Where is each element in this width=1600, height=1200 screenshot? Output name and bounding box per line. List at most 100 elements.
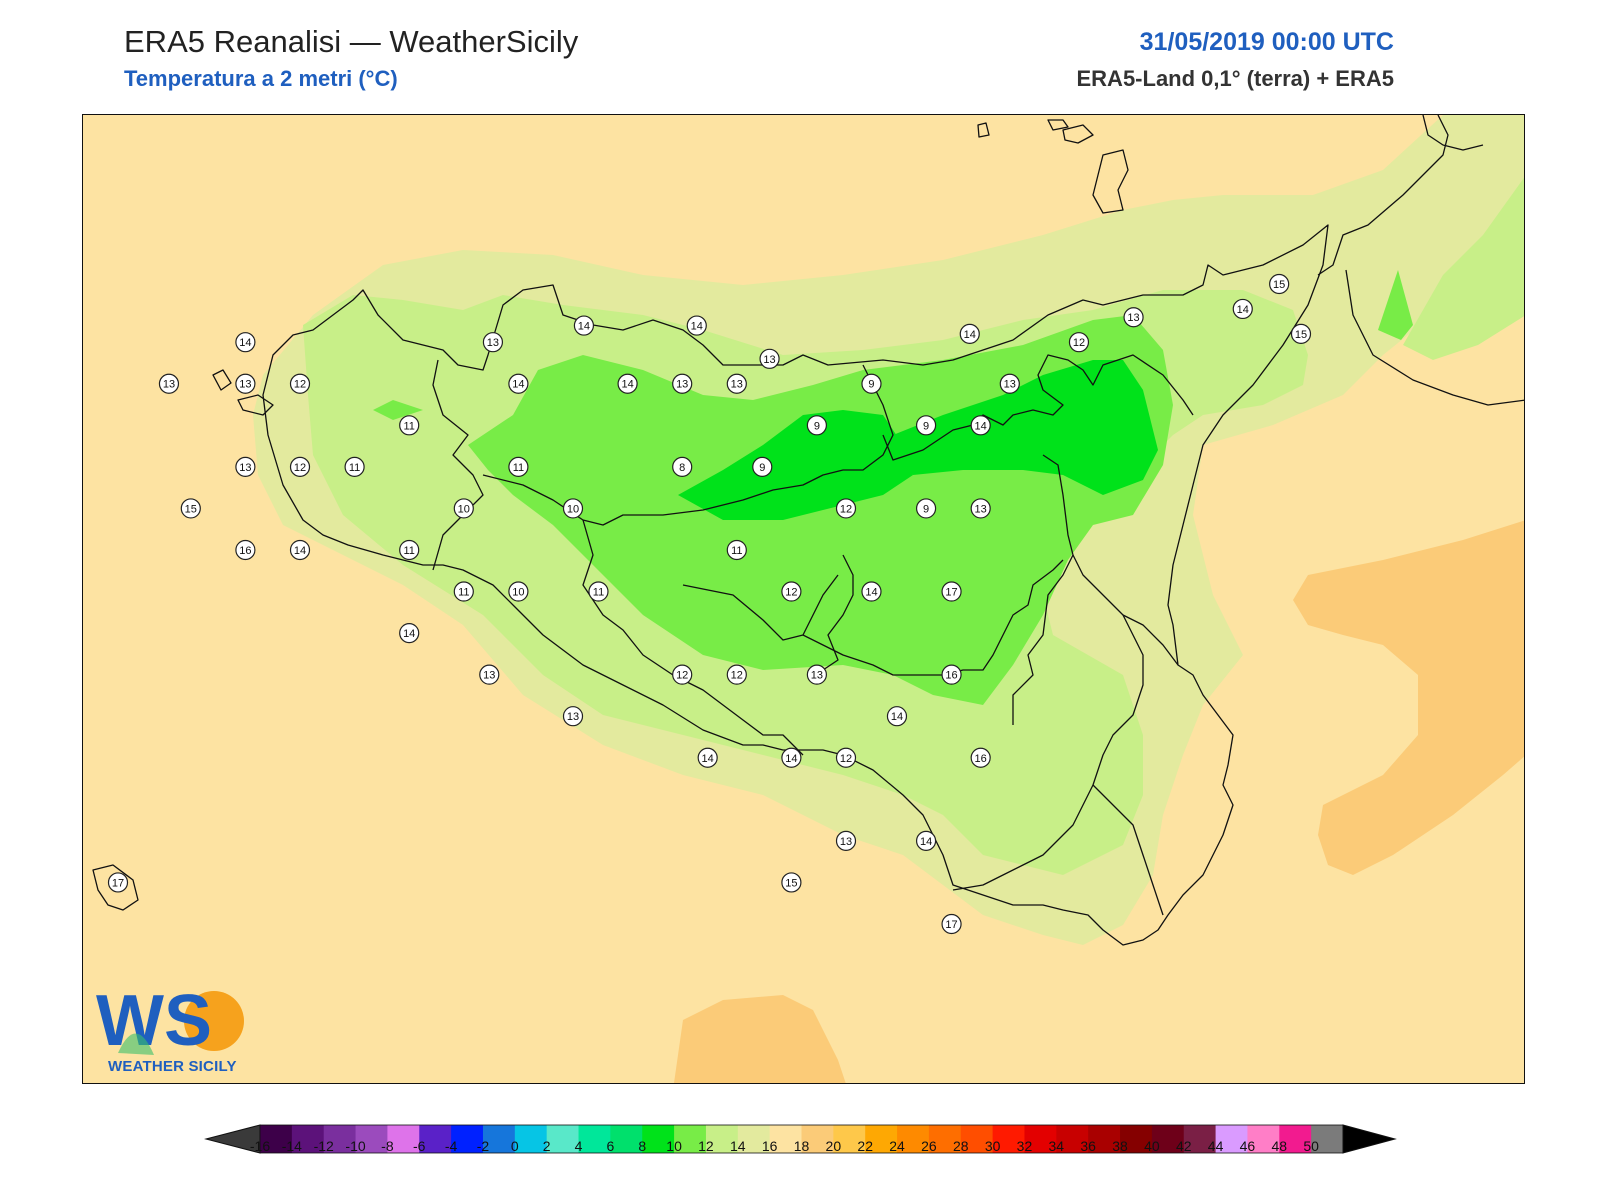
station-temperature: 16 bbox=[239, 545, 251, 557]
station-temperature: 8 bbox=[679, 462, 685, 474]
colorbar-swatch bbox=[578, 1125, 611, 1153]
colorbar-swatch bbox=[1279, 1125, 1312, 1153]
station-marker: 12 bbox=[672, 664, 693, 685]
province-boundary-10 bbox=[1122, 614, 1179, 666]
station-marker: 16 bbox=[235, 539, 256, 561]
colorbar-border bbox=[259, 1124, 1344, 1154]
station-temperature: 11 bbox=[513, 462, 524, 474]
station-circle bbox=[562, 706, 584, 727]
station-circle bbox=[941, 581, 962, 602]
colorbar-tick-label: 16 bbox=[761, 1138, 778, 1154]
station-marker: 13 bbox=[726, 373, 747, 394]
station-circle bbox=[941, 664, 962, 685]
station-temperature: 12 bbox=[676, 670, 688, 682]
colorbar-swatch bbox=[387, 1125, 420, 1153]
station-temperature: 13 bbox=[975, 503, 987, 515]
station-temperature: 14 bbox=[785, 753, 797, 765]
map-panel: 14 13 13 14 14 13 14 12 14 15 15 13 13 12 14 14 13 13 9 13 1… bbox=[82, 114, 1525, 1084]
station-temperature: 9 bbox=[923, 503, 929, 515]
station-circle bbox=[399, 415, 420, 436]
station-marker: 10 bbox=[508, 581, 529, 602]
station-temperature: 14 bbox=[891, 711, 903, 723]
station-circle bbox=[781, 872, 802, 893]
station-marker: 13 bbox=[158, 373, 180, 394]
station-temperature: 11 bbox=[403, 545, 414, 557]
station-temperature: 12 bbox=[840, 503, 852, 515]
station-circle bbox=[970, 415, 991, 436]
station-marker: 12 bbox=[289, 373, 311, 394]
colorbar-tick-label: -16 bbox=[249, 1138, 271, 1154]
colorbar-tick-label: 36 bbox=[1080, 1138, 1096, 1154]
valid-time: 31/05/2019 00:00 UTC bbox=[1139, 28, 1394, 56]
station-circle bbox=[235, 539, 256, 561]
station-temperature: 13 bbox=[163, 379, 175, 391]
station-temperature: 14 bbox=[865, 587, 877, 599]
colorbar-tick-label: 48 bbox=[1271, 1138, 1288, 1154]
station-circle bbox=[697, 747, 718, 768]
station-marker: 13 bbox=[835, 830, 857, 851]
station-temperature: 11 bbox=[593, 587, 604, 599]
colorbar-tick-label: -8 bbox=[381, 1138, 394, 1154]
station-circle bbox=[588, 581, 609, 602]
station-circle bbox=[759, 348, 780, 369]
station-circle bbox=[482, 332, 504, 353]
station-marker: 13 bbox=[672, 373, 693, 394]
colorbar-tick-label: 12 bbox=[698, 1138, 714, 1154]
station-circle bbox=[1290, 323, 1312, 344]
station-marker: 13 bbox=[970, 498, 991, 519]
station-temperature: 11 bbox=[731, 545, 742, 557]
colorbar-swatch bbox=[1183, 1125, 1217, 1153]
station-circle bbox=[672, 373, 693, 394]
colorbar-swatch bbox=[323, 1125, 357, 1153]
colorbar-swatch bbox=[960, 1125, 994, 1153]
station-temperature: 10 bbox=[458, 503, 470, 515]
station-circle bbox=[344, 456, 365, 477]
station-temperature: 12 bbox=[294, 462, 306, 474]
colorbar-tick-label: 24 bbox=[889, 1138, 905, 1154]
station-circle bbox=[235, 332, 256, 353]
station-circle bbox=[562, 498, 584, 519]
station-circle bbox=[453, 581, 474, 602]
station-marker: 14 bbox=[686, 315, 707, 336]
station-circle bbox=[835, 498, 857, 519]
station-circle bbox=[289, 456, 311, 477]
station-marker: 11 bbox=[588, 581, 609, 602]
colorbar-tick-label: 22 bbox=[857, 1138, 873, 1154]
station-marker: 14 bbox=[781, 747, 802, 768]
colorbar-swatch bbox=[705, 1125, 739, 1153]
station-temperature: 12 bbox=[294, 379, 306, 391]
station-circle bbox=[806, 664, 827, 685]
station-circle bbox=[107, 872, 129, 893]
station-temperature: 13 bbox=[567, 711, 579, 723]
station-circle bbox=[999, 373, 1020, 394]
station-circle bbox=[289, 373, 311, 394]
province-boundary-11 bbox=[1092, 784, 1164, 916]
colorbar-tick-label: 42 bbox=[1175, 1138, 1192, 1154]
province-boundary-8 bbox=[1012, 454, 1074, 725]
station-temperature: 14 bbox=[512, 379, 524, 391]
station-temperature: 17 bbox=[945, 587, 957, 599]
warm-zone-east bbox=[1293, 520, 1524, 875]
station-marker: 14 bbox=[861, 581, 882, 602]
station-circle bbox=[861, 373, 882, 394]
colorbar-tick-label: -14 bbox=[281, 1138, 302, 1154]
station-circle bbox=[573, 315, 595, 336]
station-circle bbox=[915, 498, 937, 519]
station-temperature: 13 bbox=[763, 354, 775, 366]
colorbar-tick-label: 44 bbox=[1207, 1138, 1224, 1154]
station-marker: 15 bbox=[180, 498, 201, 519]
station-temperature: 15 bbox=[1273, 279, 1285, 291]
colorbar-swatch bbox=[610, 1125, 643, 1153]
station-marker: 13 bbox=[806, 664, 827, 685]
station-circle bbox=[1232, 298, 1253, 320]
station-circle bbox=[508, 581, 529, 602]
colorbar-swatch bbox=[833, 1125, 866, 1153]
station-marker: 14 bbox=[573, 315, 595, 336]
station-circle bbox=[617, 373, 638, 394]
station-temperature: 13 bbox=[676, 379, 688, 391]
station-marker: 14 bbox=[886, 706, 908, 727]
station-circle bbox=[399, 539, 420, 561]
colorbar-tick-label: 30 bbox=[984, 1138, 1001, 1154]
station-circle bbox=[235, 373, 256, 394]
station-marker: 10 bbox=[562, 498, 584, 519]
